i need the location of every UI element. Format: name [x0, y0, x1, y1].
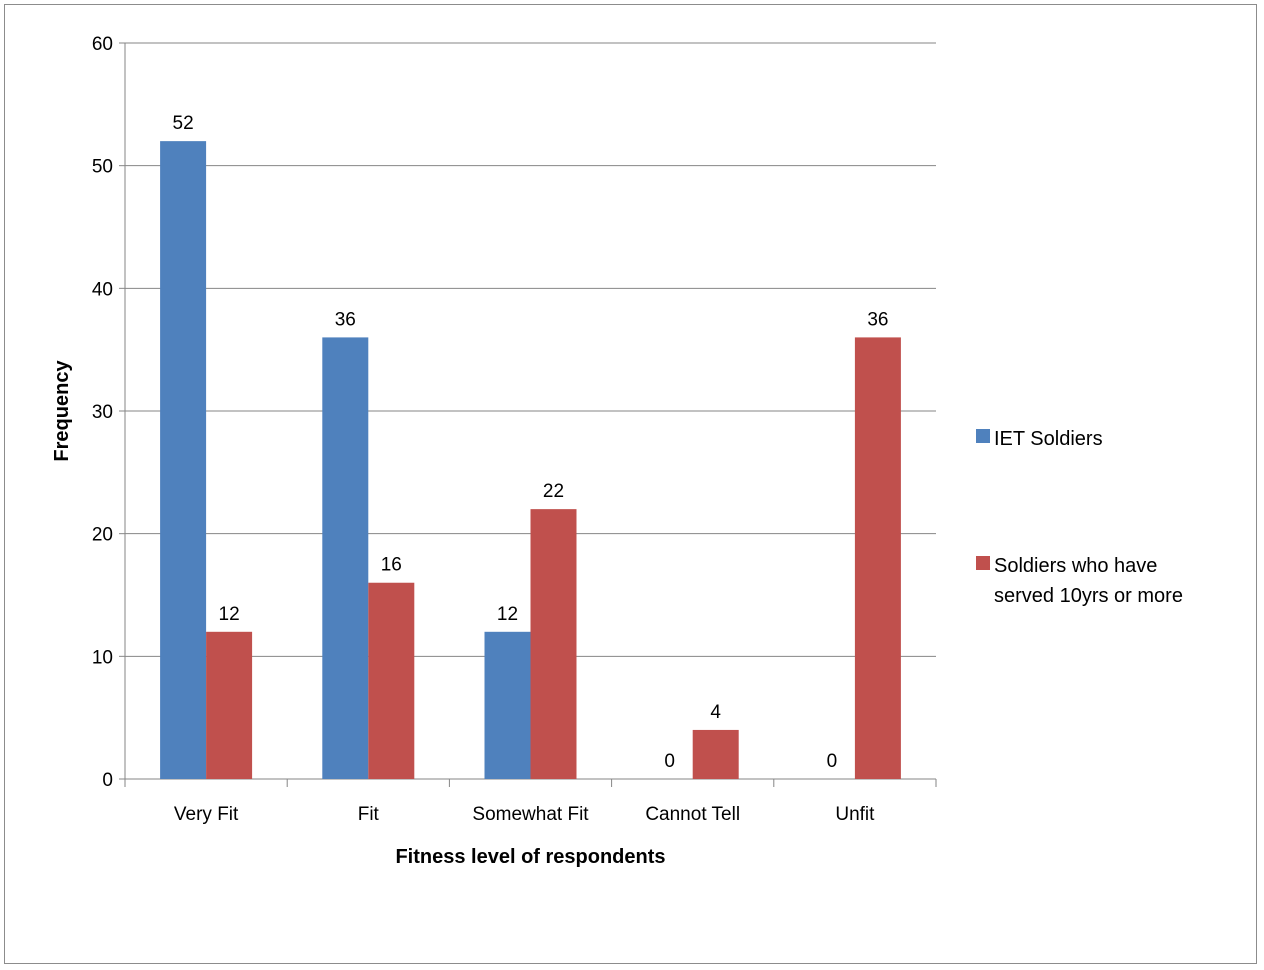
legend-label: IET Soldiers [994, 428, 1103, 450]
y-tick-label: 10 [92, 647, 113, 668]
y-axis-title: Frequency [51, 360, 73, 462]
data-label: 0 [827, 751, 838, 772]
legend-swatch [976, 429, 990, 443]
chart-area [4, 4, 1257, 964]
y-tick-label: 20 [92, 525, 113, 546]
bars [160, 141, 901, 780]
y-tick-label: 50 [92, 157, 113, 178]
bar [206, 631, 253, 779]
x-tick-label: Fit [358, 804, 380, 825]
bar [530, 509, 577, 779]
bar [322, 337, 369, 779]
x-tick-label: Cannot Tell [645, 804, 740, 825]
y-tick-label: 60 [92, 34, 113, 55]
data-label: 12 [219, 604, 240, 625]
data-labels: 52 12 36 16 12 22 0 4 0 36 [173, 113, 889, 772]
data-label: 52 [173, 113, 194, 134]
bar [484, 631, 531, 779]
data-label: 22 [543, 481, 564, 502]
x-axis-title: Fitness level of respondents [395, 846, 665, 868]
data-label: 12 [497, 604, 518, 625]
bar [854, 337, 901, 779]
data-label: 16 [381, 555, 402, 576]
bar [160, 141, 207, 780]
y-tick-label: 30 [92, 402, 113, 423]
legend-label: Soldiers who have served 10yrs or more [994, 555, 1183, 607]
legend-swatch [976, 556, 990, 570]
gridlines [125, 42, 936, 657]
x-tick-label: Somewhat Fit [472, 804, 589, 825]
data-label: 4 [710, 702, 721, 723]
y-tick-label: 0 [102, 770, 113, 791]
x-tick-label: Unfit [835, 804, 875, 825]
data-label: 36 [867, 309, 888, 330]
bar [368, 582, 415, 779]
legend: IET Soldiers Soldiers who have served 10yr… [976, 428, 1183, 607]
data-label: 0 [664, 751, 675, 772]
data-label: 36 [335, 309, 356, 330]
y-tick-label: 40 [92, 279, 113, 300]
x-tick-label: Very Fit [174, 804, 239, 825]
bar [692, 729, 739, 779]
